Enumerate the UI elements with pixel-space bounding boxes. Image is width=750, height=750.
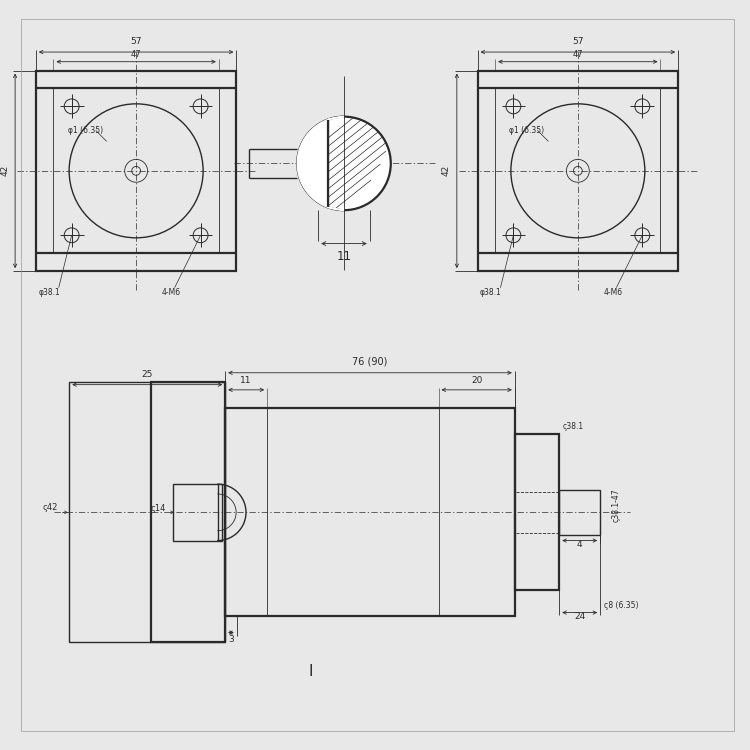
Text: 57: 57 (572, 37, 584, 46)
Text: 76 (90): 76 (90) (352, 357, 388, 367)
Text: 11: 11 (337, 250, 352, 262)
Circle shape (297, 117, 391, 210)
Text: 20: 20 (471, 376, 482, 386)
Bar (151, 382, 225, 642)
Bar (560, 490, 600, 535)
Text: ς38.1: ς38.1 (563, 422, 584, 430)
Text: 47: 47 (130, 50, 142, 58)
Text: 24: 24 (574, 613, 585, 622)
Bar (514, 434, 560, 590)
Text: 4-M6: 4-M6 (162, 288, 182, 297)
Text: 57: 57 (130, 37, 142, 46)
Text: 3: 3 (228, 634, 234, 644)
Text: 4: 4 (577, 541, 583, 550)
Bar (225, 409, 514, 616)
Text: I: I (308, 664, 313, 680)
Bar (69, 382, 225, 642)
Bar (36, 70, 236, 271)
Text: ς14: ς14 (151, 504, 166, 513)
Text: 47: 47 (572, 50, 584, 58)
Text: φ38.1: φ38.1 (480, 288, 502, 297)
Text: ς42: ς42 (43, 503, 58, 512)
Text: ς38.1-47: ς38.1-47 (611, 488, 620, 522)
Polygon shape (297, 117, 344, 210)
Text: φ38.1: φ38.1 (38, 288, 60, 297)
Bar (495, 88, 661, 254)
Text: ς8 (6.35): ς8 (6.35) (604, 602, 638, 610)
Text: φ1 (6.35): φ1 (6.35) (509, 126, 544, 135)
Text: 42: 42 (0, 165, 9, 176)
Text: 25: 25 (142, 370, 153, 379)
Text: 11: 11 (241, 376, 252, 386)
Text: 4-M6: 4-M6 (604, 288, 622, 297)
Bar (478, 70, 678, 271)
Bar (173, 484, 221, 541)
Text: φ1 (6.35): φ1 (6.35) (68, 126, 103, 135)
Text: 42: 42 (442, 165, 451, 176)
Bar (53, 88, 219, 254)
